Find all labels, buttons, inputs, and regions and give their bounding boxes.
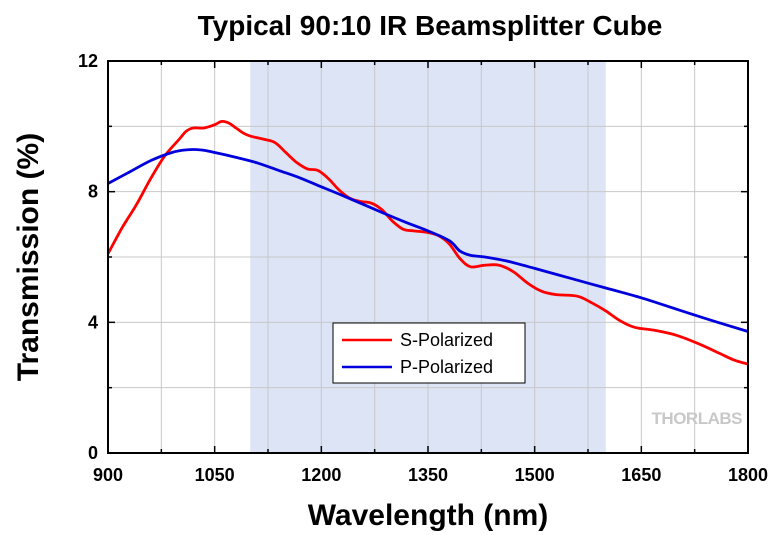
legend-box <box>332 322 526 384</box>
x-tick-labels: 900 1050 1200 1350 1500 1650 1800 <box>93 465 768 485</box>
y-axis-title: Transmission (%) <box>12 133 45 381</box>
y-tick-label: 8 <box>88 182 98 202</box>
series-line-s-polarized <box>106 119 749 366</box>
y-tick-label: 0 <box>88 443 98 463</box>
x-tick-label: 1350 <box>408 465 448 485</box>
chart-title: Typical 90:10 IR Beamsplitter Cube <box>198 10 663 41</box>
series-line-p-polarized <box>107 148 749 333</box>
y-tick-label: 12 <box>78 51 98 71</box>
x-axis-title: Wavelength (nm) <box>308 499 549 532</box>
thorlabs-watermark: THORLABS <box>652 409 743 428</box>
series-lines <box>106 119 749 366</box>
y-tick-label: 4 <box>88 312 98 332</box>
legend-label-p-polarized: P-Polarized <box>400 357 493 377</box>
y-tick-labels: 0 4 8 12 <box>78 51 98 463</box>
x-tick-label: 1500 <box>515 465 555 485</box>
x-tick-label: 1050 <box>195 465 235 485</box>
x-tick-label: 1200 <box>301 465 341 485</box>
legend-label-s-polarized: S-Polarized <box>400 330 493 350</box>
legend: S-Polarized P-Polarized <box>332 322 526 384</box>
grid <box>108 61 748 453</box>
axis-ticks <box>107 60 749 454</box>
x-tick-label: 900 <box>93 465 123 485</box>
x-tick-label: 1650 <box>621 465 661 485</box>
x-tick-label: 1800 <box>728 465 768 485</box>
